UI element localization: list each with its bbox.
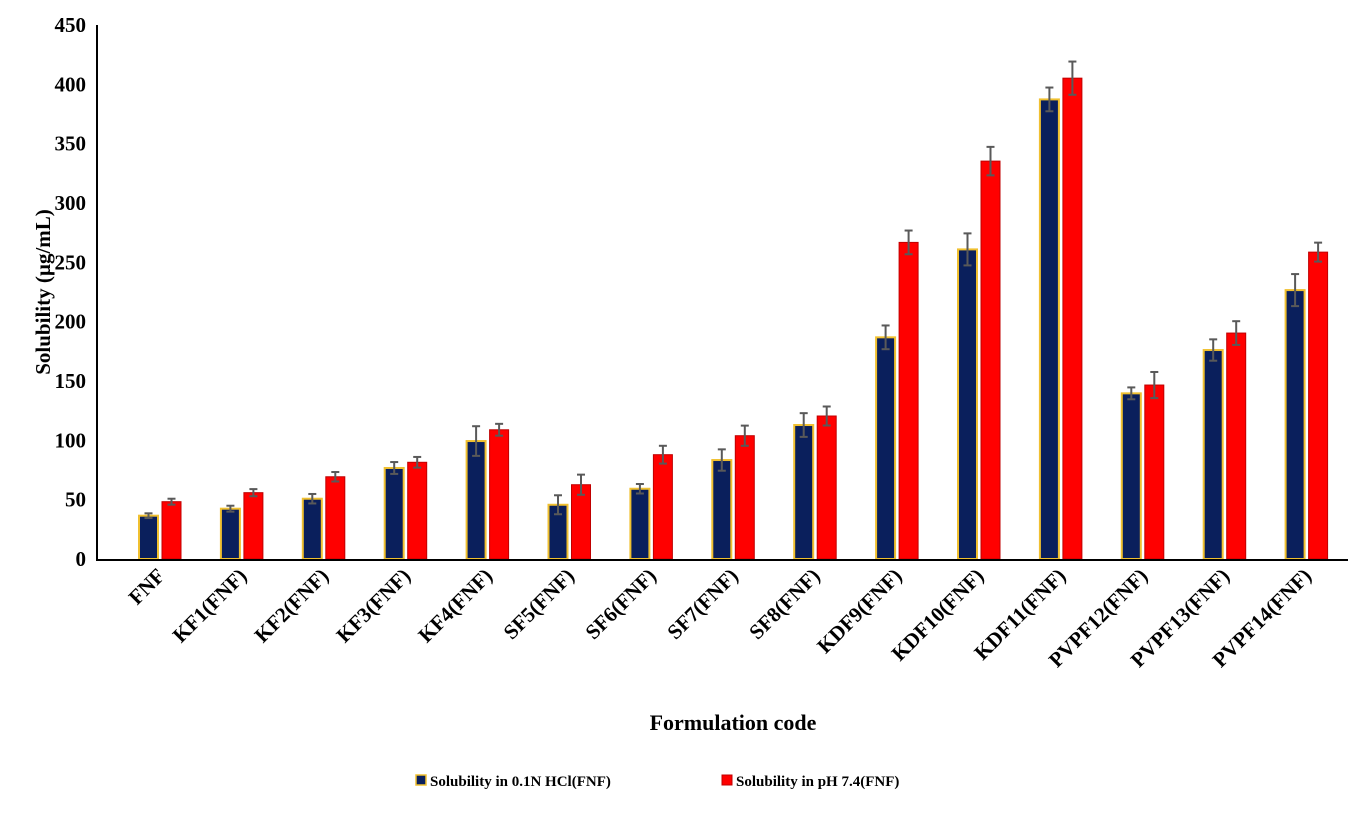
bar-ph74 <box>734 435 755 560</box>
error-bar <box>167 497 176 506</box>
error-bar <box>717 448 726 472</box>
error-bar <box>1291 273 1300 308</box>
bar-hcl <box>793 424 815 560</box>
y-tick-label: 450 <box>55 13 87 37</box>
x-tick-label: FNF <box>124 564 170 610</box>
error-bar <box>144 512 153 520</box>
legend: Solubility in 0.1N HCl(FNF) Solubility i… <box>415 774 899 790</box>
error-bar <box>1068 60 1077 96</box>
bar-hcl <box>1120 392 1142 560</box>
error-bar <box>1232 320 1241 346</box>
error-bar <box>554 494 562 516</box>
error-bar <box>635 483 644 495</box>
bar-hcl <box>138 514 159 560</box>
bar-ph74 <box>161 501 182 560</box>
error-bar <box>390 461 399 475</box>
y-tick-label: 400 <box>55 72 87 96</box>
bar-ph74 <box>1226 332 1247 560</box>
error-bar <box>799 412 808 438</box>
x-tick-label: SF8(FNF) <box>744 564 824 644</box>
y-tick-label: 200 <box>55 310 87 334</box>
legend-label-ph74: Solubility in pH 7.4(FNF) <box>736 774 899 790</box>
error-bar <box>822 405 831 427</box>
error-bar <box>658 444 667 465</box>
bar-hcl <box>383 466 405 560</box>
bar-ph74 <box>652 454 673 560</box>
y-tick-label: 300 <box>55 191 87 215</box>
bar-ph74 <box>1308 251 1329 560</box>
y-tick-label: 250 <box>55 250 87 274</box>
y-tick-label: 50 <box>65 488 86 512</box>
bar-hcl <box>875 336 897 560</box>
bar-ph74 <box>243 492 264 560</box>
x-tick-label: SF7(FNF) <box>662 564 742 644</box>
legend-swatch-ph74 <box>721 774 733 786</box>
error-bar <box>577 473 585 496</box>
bar-ph74 <box>1062 77 1083 560</box>
x-tick-label: KF3(FNF) <box>331 564 415 648</box>
bar-hcl <box>1038 98 1060 561</box>
y-tick-label: 350 <box>55 132 87 156</box>
error-bar <box>1314 241 1323 263</box>
error-bar <box>226 504 235 513</box>
bars <box>138 60 1329 561</box>
error-bar <box>1045 86 1054 113</box>
x-tick-label: SF6(FNF) <box>580 564 660 644</box>
y-axis-label: Solubility (µg/mL) <box>31 209 55 375</box>
bar-hcl <box>629 487 651 560</box>
error-bar <box>308 492 317 505</box>
legend-swatch-hcl <box>415 774 427 786</box>
y-tick-label: 150 <box>55 369 87 393</box>
bar-hcl <box>301 497 323 561</box>
bar-hcl <box>1202 349 1224 561</box>
error-bar <box>472 425 481 457</box>
error-bar <box>1150 370 1159 400</box>
y-tick-label: 100 <box>55 428 87 452</box>
x-axis-label: Formulation code <box>650 710 817 735</box>
error-bar <box>495 422 504 437</box>
x-tick-label: SF5(FNF) <box>499 564 579 644</box>
error-bar <box>1127 386 1136 401</box>
bar-ph74 <box>571 484 591 560</box>
y-tick-label: 0 <box>76 547 87 571</box>
bar-hcl <box>465 440 487 560</box>
x-tick-label: KF2(FNF) <box>250 564 334 648</box>
error-bar <box>1209 338 1218 362</box>
bar-ph74 <box>407 461 428 560</box>
bar-ph74 <box>816 415 837 560</box>
x-tick-label: KF4(FNF) <box>413 564 497 648</box>
bar-ph74 <box>489 429 510 560</box>
legend-label-hcl: Solubility in 0.1N HCl(FNF) <box>430 774 611 790</box>
bar-hcl <box>711 459 733 561</box>
error-bar <box>904 229 913 256</box>
error-bar <box>986 145 995 177</box>
x-tick-label: KF1(FNF) <box>168 564 252 648</box>
bar-ph74 <box>980 160 1001 560</box>
bar-hcl <box>1284 289 1306 560</box>
bar-ph74 <box>898 241 919 560</box>
bar-hcl <box>219 507 241 560</box>
bar-hcl <box>957 248 978 560</box>
error-bar <box>740 424 749 447</box>
bar-ph74 <box>1144 384 1165 560</box>
error-bar <box>331 471 340 483</box>
error-bar <box>881 324 890 351</box>
y-axis-ticks: 0 50 100 150 200 250 300 350 400 450 <box>55 13 87 571</box>
error-bar <box>413 455 422 469</box>
error-bar <box>249 488 258 498</box>
bar-ph74 <box>325 476 346 560</box>
error-bar <box>963 232 972 267</box>
